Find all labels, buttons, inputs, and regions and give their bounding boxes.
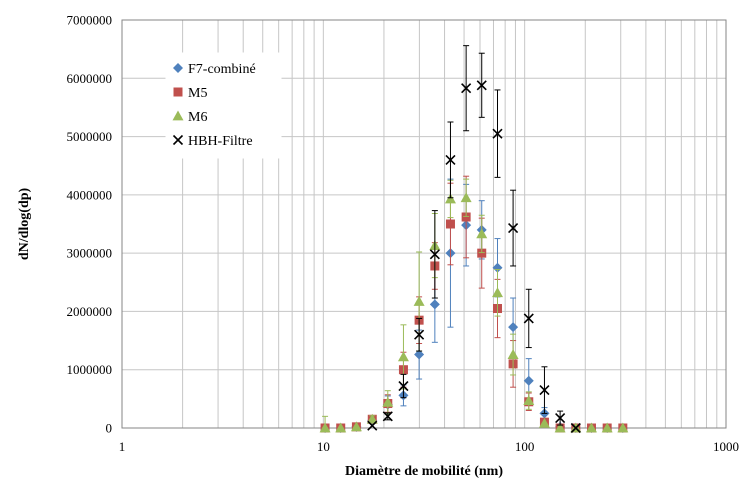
x-marker-stroke bbox=[492, 128, 503, 139]
data-point bbox=[444, 193, 456, 204]
data-point bbox=[555, 413, 566, 424]
data-point bbox=[523, 375, 534, 386]
data-point bbox=[492, 262, 503, 273]
x-tick-label: 10 bbox=[317, 439, 330, 454]
data-point bbox=[335, 422, 347, 433]
data-point bbox=[617, 422, 629, 433]
x-axis-title: Diamètre de mobilité (nm) bbox=[345, 464, 503, 479]
x-marker-stroke bbox=[398, 380, 409, 392]
data-point bbox=[554, 422, 566, 433]
y-tick-labels: 0 1000000 2000000 3000000 4000000 5000000 6000… bbox=[67, 13, 113, 436]
y-tick-label: 2000000 bbox=[67, 304, 113, 319]
x-marker-stroke bbox=[429, 249, 440, 260]
data-point bbox=[367, 420, 378, 431]
data-point bbox=[585, 422, 597, 433]
x-marker-stroke bbox=[414, 329, 425, 340]
y-tick-label: 6000000 bbox=[67, 71, 113, 86]
x-tick-labels: 1 10 100 1000 bbox=[119, 439, 739, 454]
data-point bbox=[382, 411, 393, 422]
x-marker-stroke bbox=[508, 223, 519, 234]
legend-marker bbox=[173, 63, 183, 73]
y-tick-label: 1000000 bbox=[67, 362, 113, 377]
x-tick-label: 1000 bbox=[713, 439, 739, 454]
data-point bbox=[492, 128, 503, 139]
data-point bbox=[492, 287, 504, 298]
x-marker-stroke bbox=[476, 80, 487, 91]
plot-frame bbox=[121, 19, 727, 429]
y-axis-title: dN/dlog(dp) bbox=[17, 187, 32, 260]
legend-marker bbox=[173, 87, 183, 97]
data-point bbox=[538, 417, 550, 428]
x-marker-stroke bbox=[570, 422, 581, 434]
x-tick-label: 1 bbox=[119, 439, 126, 454]
legend-box bbox=[165, 52, 282, 159]
legend-item-m6: M6 bbox=[172, 110, 207, 125]
x-marker-stroke bbox=[461, 83, 472, 94]
data-point bbox=[366, 413, 378, 424]
x-marker-stroke bbox=[555, 413, 566, 424]
legend-marker bbox=[172, 110, 184, 121]
data-point bbox=[461, 212, 471, 222]
data-point bbox=[570, 422, 581, 434]
legend-label: M5 bbox=[188, 86, 207, 101]
series-layer bbox=[319, 45, 629, 434]
legend-marker bbox=[172, 134, 184, 146]
x-marker-stroke bbox=[445, 154, 456, 165]
x-marker-stroke bbox=[367, 420, 378, 431]
data-point bbox=[350, 421, 362, 432]
data-point bbox=[398, 380, 409, 392]
data-point bbox=[539, 385, 550, 396]
data-point bbox=[476, 80, 487, 91]
y-tick-label: 0 bbox=[106, 421, 113, 436]
data-point bbox=[319, 422, 331, 433]
x-marker-stroke bbox=[382, 411, 393, 422]
data-point bbox=[445, 219, 455, 229]
x-tick-label: 100 bbox=[515, 439, 535, 454]
data-point bbox=[414, 329, 425, 340]
data-point bbox=[508, 322, 519, 333]
data-point bbox=[445, 154, 456, 165]
data-point bbox=[523, 313, 534, 324]
data-point bbox=[601, 422, 613, 433]
x-marker-stroke bbox=[523, 313, 534, 324]
data-point bbox=[523, 395, 535, 406]
y-tick-label: 7000000 bbox=[67, 13, 113, 28]
legend: F7-combiné M5 M6 HBH-Filtre bbox=[165, 52, 282, 159]
legend-label: HBH-Filtre bbox=[188, 134, 253, 149]
legend-item-m5: M5 bbox=[173, 86, 207, 101]
y-tick-label: 4000000 bbox=[67, 187, 113, 202]
data-point bbox=[507, 349, 519, 359]
legend-item-hbh-filtre: HBH-Filtre bbox=[172, 134, 253, 149]
y-tick-label: 3000000 bbox=[67, 246, 113, 261]
series-hbh-filtre bbox=[367, 45, 581, 434]
data-point bbox=[508, 223, 519, 234]
legend-label: M6 bbox=[188, 110, 207, 125]
data-point bbox=[461, 83, 472, 94]
data-point bbox=[476, 228, 488, 239]
data-point bbox=[460, 192, 472, 203]
legend-label: F7-combiné bbox=[188, 62, 256, 77]
legend-item-f7-combin-: F7-combiné bbox=[173, 62, 256, 77]
data-point bbox=[382, 396, 394, 407]
data-point bbox=[397, 351, 409, 362]
y-tick-label: 5000000 bbox=[67, 129, 113, 144]
data-point bbox=[414, 349, 425, 360]
data-point bbox=[429, 249, 440, 260]
x-marker-stroke bbox=[172, 134, 184, 146]
data-point bbox=[413, 296, 425, 306]
data-point bbox=[477, 248, 487, 258]
data-point bbox=[429, 299, 440, 310]
x-marker-stroke bbox=[539, 385, 550, 396]
